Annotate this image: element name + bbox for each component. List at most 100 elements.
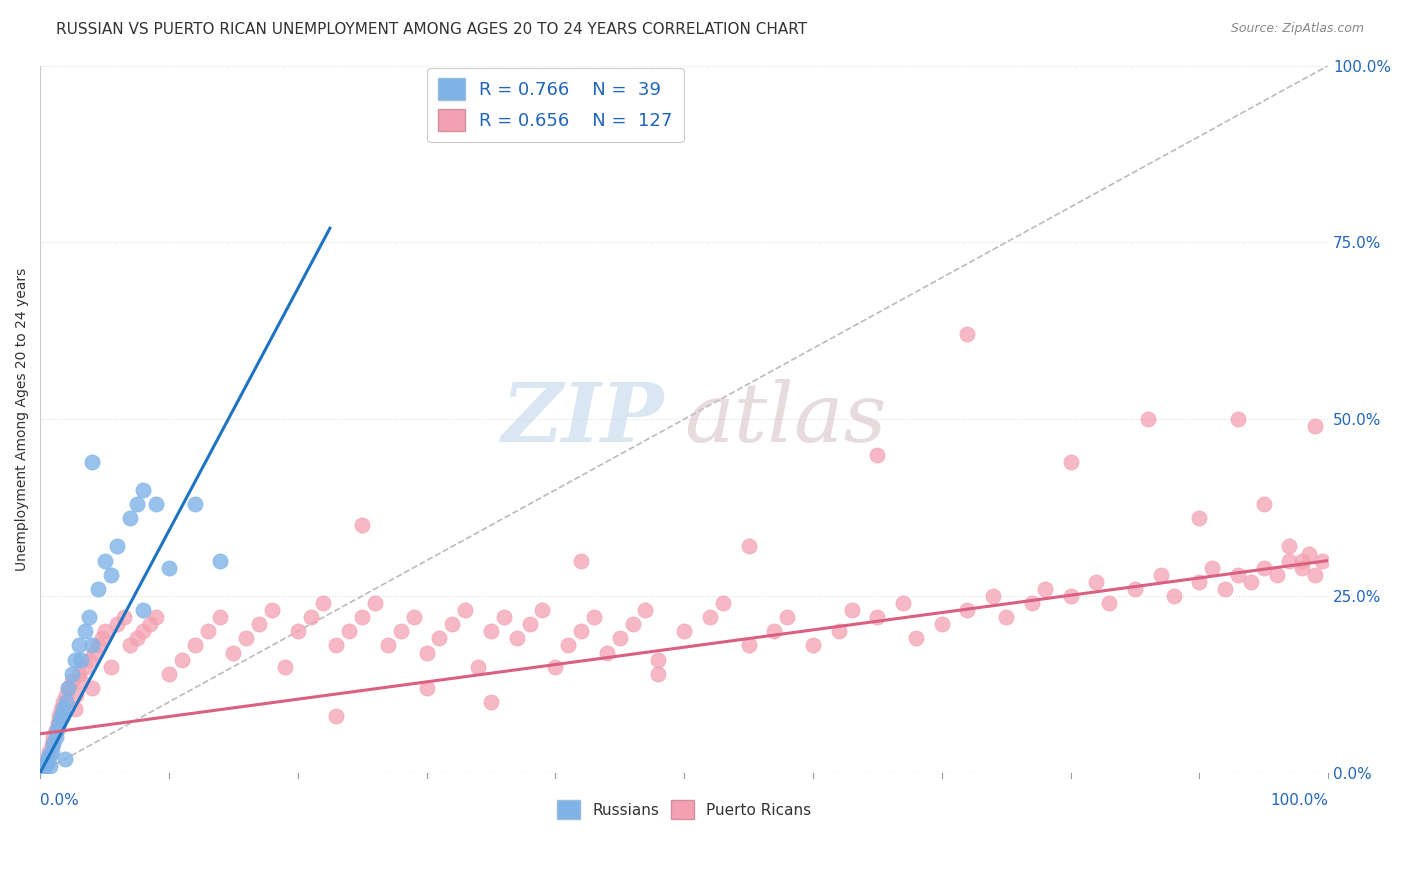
Point (415, 681, 437, 695)
Point (699, 610, 721, 624)
Point (80, 454, 103, 468)
Point (441, 617, 464, 632)
Point (209, 610, 232, 624)
Point (1303, 567, 1326, 582)
Point (63, 652, 86, 666)
Point (956, 327, 979, 342)
Point (55, 688, 77, 702)
Point (93, 553, 115, 567)
Point (621, 617, 644, 632)
Point (352, 518, 374, 533)
Point (1226, 567, 1249, 582)
Point (569, 624, 592, 639)
Point (274, 659, 297, 673)
Point (1213, 582, 1236, 596)
Point (105, 617, 128, 632)
Point (1188, 574, 1211, 589)
Point (31, 762, 53, 776)
Point (1303, 419, 1326, 434)
Y-axis label: Unemployment Among Ages 20 to 24 years: Unemployment Among Ages 20 to 24 years (15, 268, 30, 571)
Point (931, 617, 953, 632)
Point (39, 747, 62, 762)
Point (1059, 454, 1081, 468)
Point (866, 448, 889, 462)
Point (377, 639, 399, 653)
Point (1098, 596, 1121, 610)
Point (609, 632, 631, 646)
Point (77, 610, 100, 624)
Point (364, 596, 387, 610)
Point (63, 702, 86, 716)
Point (77, 652, 100, 666)
Point (132, 603, 155, 617)
Point (49, 702, 72, 716)
Point (531, 603, 554, 617)
Point (132, 483, 155, 497)
Point (157, 560, 180, 574)
Legend: Russians, Puerto Ricans: Russians, Puerto Ricans (551, 795, 817, 825)
Point (60, 673, 83, 688)
Point (1021, 596, 1043, 610)
Point (389, 624, 412, 639)
Point (904, 632, 927, 646)
Point (1253, 497, 1275, 511)
Text: Source: ZipAtlas.com: Source: ZipAtlas.com (1230, 22, 1364, 36)
Point (1123, 582, 1146, 596)
Point (673, 624, 696, 639)
Point (287, 624, 309, 639)
Point (801, 639, 824, 653)
Text: 100.0%: 100.0% (1270, 793, 1329, 807)
Point (235, 632, 257, 646)
Point (1291, 553, 1313, 567)
Point (634, 603, 657, 617)
Point (65, 688, 87, 702)
Point (222, 646, 245, 660)
Point (1278, 540, 1301, 554)
Point (52, 695, 75, 709)
Text: RUSSIAN VS PUERTO RICAN UNEMPLOYMENT AMONG AGES 20 TO 24 YEARS CORRELATION CHART: RUSSIAN VS PUERTO RICAN UNEMPLOYMENT AMO… (56, 22, 807, 37)
Point (93, 624, 115, 639)
Point (87, 582, 110, 596)
Point (53, 751, 76, 765)
Point (1298, 547, 1320, 561)
Point (67, 639, 90, 653)
Point (55, 695, 77, 709)
Point (125, 497, 148, 511)
Point (841, 603, 863, 617)
Point (197, 624, 219, 639)
Point (596, 646, 619, 660)
Point (120, 511, 142, 525)
Point (83, 646, 105, 660)
Point (49, 709, 72, 723)
Point (35, 755, 58, 769)
Point (299, 610, 322, 624)
Point (1253, 560, 1275, 574)
Point (1085, 574, 1108, 589)
Point (776, 610, 799, 624)
Point (1240, 574, 1263, 589)
Text: ZIP: ZIP (502, 379, 665, 459)
Point (531, 87, 554, 101)
Point (58, 681, 80, 695)
Point (37, 755, 59, 769)
Point (157, 666, 180, 681)
Point (100, 567, 122, 582)
Point (1188, 511, 1211, 525)
Point (183, 497, 205, 511)
Point (112, 610, 135, 624)
Point (183, 639, 205, 653)
Point (32, 758, 55, 772)
Point (260, 603, 283, 617)
Point (247, 617, 270, 632)
Point (1291, 560, 1313, 574)
Point (402, 610, 425, 624)
Point (45, 723, 67, 738)
Point (41, 738, 63, 752)
Point (52, 702, 75, 716)
Point (828, 624, 851, 639)
Point (41, 745, 63, 759)
Point (582, 610, 605, 624)
Point (209, 553, 232, 567)
Point (1163, 589, 1185, 603)
Point (337, 624, 360, 639)
